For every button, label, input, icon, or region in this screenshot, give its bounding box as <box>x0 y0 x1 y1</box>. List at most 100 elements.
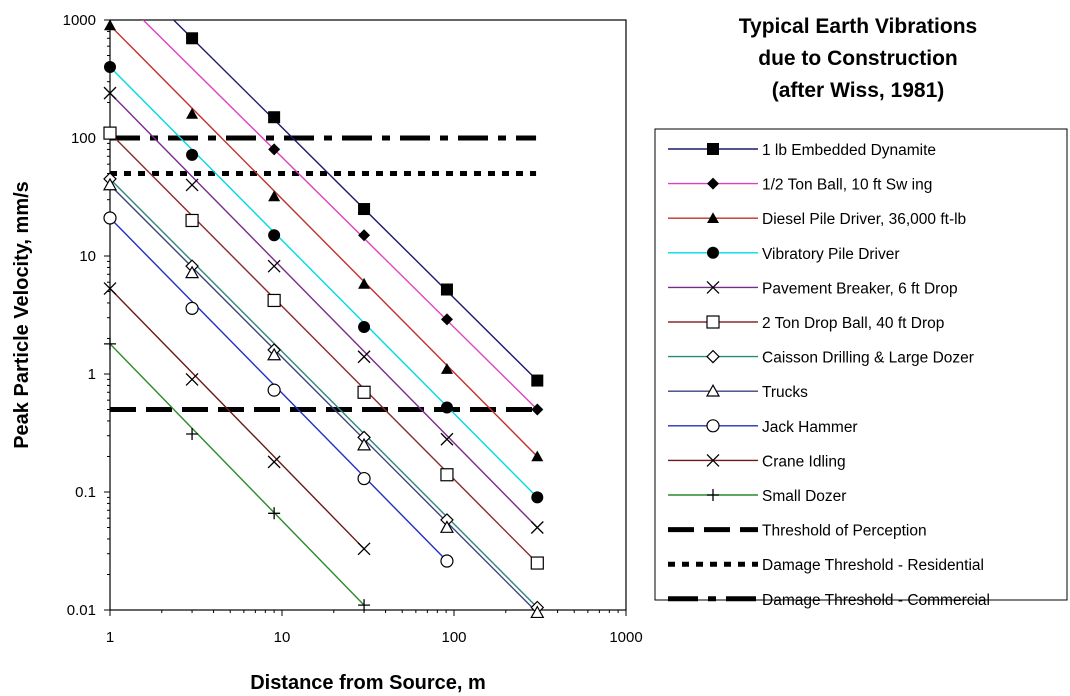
y-axis-title: Peak Particle Velocity, mm/s <box>11 181 33 449</box>
data-point <box>358 599 371 612</box>
data-point <box>268 507 281 520</box>
data-point <box>358 203 371 216</box>
series-line <box>172 20 538 382</box>
legend-item: Diesel Pile Driver, 36,000 ft-lb <box>668 211 966 228</box>
legend-item: Threshold of Perception <box>668 523 927 540</box>
data-point <box>439 520 454 533</box>
data-point <box>358 321 371 334</box>
legend-label: Crane Idling <box>762 453 846 470</box>
x-tick-label: 1000 <box>609 629 642 646</box>
y-tick-label: 1000 <box>63 12 96 29</box>
y-tick-label: 0.01 <box>67 602 96 619</box>
legend-label: Damage Threshold - Commercial <box>762 592 990 609</box>
legend-label: Jack Hammer <box>762 419 858 436</box>
y-tick-label: 0.1 <box>75 484 96 501</box>
data-point <box>104 337 116 350</box>
legend-label: Threshold of Perception <box>762 523 927 540</box>
data-point <box>706 280 720 294</box>
x-tick-label: 1 <box>106 629 114 646</box>
series-line <box>110 132 538 564</box>
series-line <box>110 178 538 608</box>
series-line <box>110 92 538 529</box>
data-point <box>185 265 200 279</box>
data-point <box>530 521 544 534</box>
data-point <box>103 126 117 140</box>
data-point <box>102 177 118 191</box>
legend-label: Vibratory Pile Driver <box>762 246 900 263</box>
data-point <box>531 403 544 416</box>
y-tick-label: 10 <box>79 248 96 265</box>
data-point <box>531 374 544 387</box>
data-point <box>185 372 199 386</box>
legend-item: Trucks <box>668 383 808 401</box>
data-point <box>186 32 199 45</box>
data-point <box>268 229 281 242</box>
y-tick-label: 100 <box>71 130 96 147</box>
x-tick-label: 100 <box>441 629 466 646</box>
data-point <box>268 143 281 156</box>
series-line <box>110 66 538 498</box>
legend-item: 1 lb Embedded Dynamite <box>668 142 936 159</box>
data-point <box>186 107 199 119</box>
legend-label: Pavement Breaker, 6 ft Drop <box>762 280 958 297</box>
legend-label: Caisson Drilling & Large Dozer <box>762 350 974 367</box>
legend-box <box>654 128 1068 601</box>
data-point <box>440 363 453 374</box>
data-point <box>357 437 372 451</box>
data-point <box>530 605 545 619</box>
data-point <box>440 401 453 414</box>
data-point <box>267 383 281 397</box>
data-point <box>103 86 117 100</box>
data-point <box>357 385 371 399</box>
series-line <box>110 184 536 610</box>
data-point <box>531 491 544 504</box>
legend-label: 1/2 Ton Ball, 10 ft Sw ing <box>762 177 932 194</box>
data-point <box>267 455 281 469</box>
data-point <box>268 111 281 124</box>
data-point <box>357 471 371 486</box>
data-point <box>440 283 453 296</box>
legend-item: Pavement Breaker, 6 ft Drop <box>668 280 958 297</box>
legend-item: Damage Threshold - Commercial <box>668 592 990 609</box>
chart-title-line-3: (after Wiss, 1981) <box>772 79 945 102</box>
data-point <box>706 419 720 433</box>
data-point <box>104 60 116 73</box>
data-point <box>268 190 281 202</box>
data-point <box>185 178 199 192</box>
data-point <box>267 293 281 308</box>
data-point <box>103 282 117 295</box>
data-point <box>267 347 282 361</box>
data-point <box>358 277 371 289</box>
x-axis-title: Distance from Source, m <box>250 672 486 694</box>
data-point <box>185 301 199 315</box>
series-line <box>110 24 538 457</box>
data-point <box>707 212 719 223</box>
data-point <box>705 383 721 397</box>
legend-item: Small Dozer <box>668 488 846 505</box>
legend-label: Trucks <box>762 384 808 401</box>
chart-title-line-1: Typical Earth Vibrations <box>739 15 977 38</box>
chart-title-line-2: due to Construction <box>758 47 957 70</box>
legend-item: Vibratory Pile Driver <box>668 246 900 263</box>
data-point <box>707 489 719 501</box>
data-point <box>706 349 720 364</box>
legend-item: Damage Threshold - Residential <box>668 557 984 574</box>
data-point <box>440 432 454 446</box>
data-point <box>104 19 116 31</box>
series-line <box>142 20 538 411</box>
legend-item: Crane Idling <box>668 453 846 470</box>
legend-item: 2 Ton Drop Ball, 40 ft Drop <box>668 315 944 332</box>
plot-area <box>109 19 627 611</box>
legend-label: Small Dozer <box>762 488 846 505</box>
legend-label: 1 lb Embedded Dynamite <box>762 142 936 159</box>
legend-item: Caisson Drilling & Large Dozer <box>668 350 974 367</box>
legend-item: 1/2 Ton Ball, 10 ft Sw ing <box>668 177 932 194</box>
data-point <box>706 453 720 467</box>
data-point <box>186 428 199 441</box>
data-point <box>530 556 544 570</box>
data-point <box>706 315 720 329</box>
y-tick-label: 1 <box>88 366 96 383</box>
data-point <box>440 313 453 326</box>
data-point <box>707 177 719 190</box>
legend-label: Diesel Pile Driver, 36,000 ft-lb <box>762 211 966 228</box>
